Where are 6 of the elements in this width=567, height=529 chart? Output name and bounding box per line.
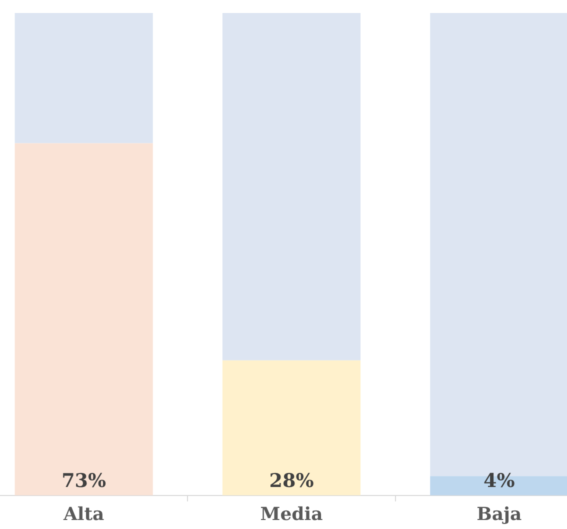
x-tick-label: Baja xyxy=(476,504,522,525)
x-tick-label: Alta xyxy=(62,504,105,525)
data-label: 4% xyxy=(484,470,515,492)
data-label: 73% xyxy=(62,470,106,492)
x-tick-label: Media xyxy=(260,504,324,525)
data-label: 28% xyxy=(269,470,314,492)
